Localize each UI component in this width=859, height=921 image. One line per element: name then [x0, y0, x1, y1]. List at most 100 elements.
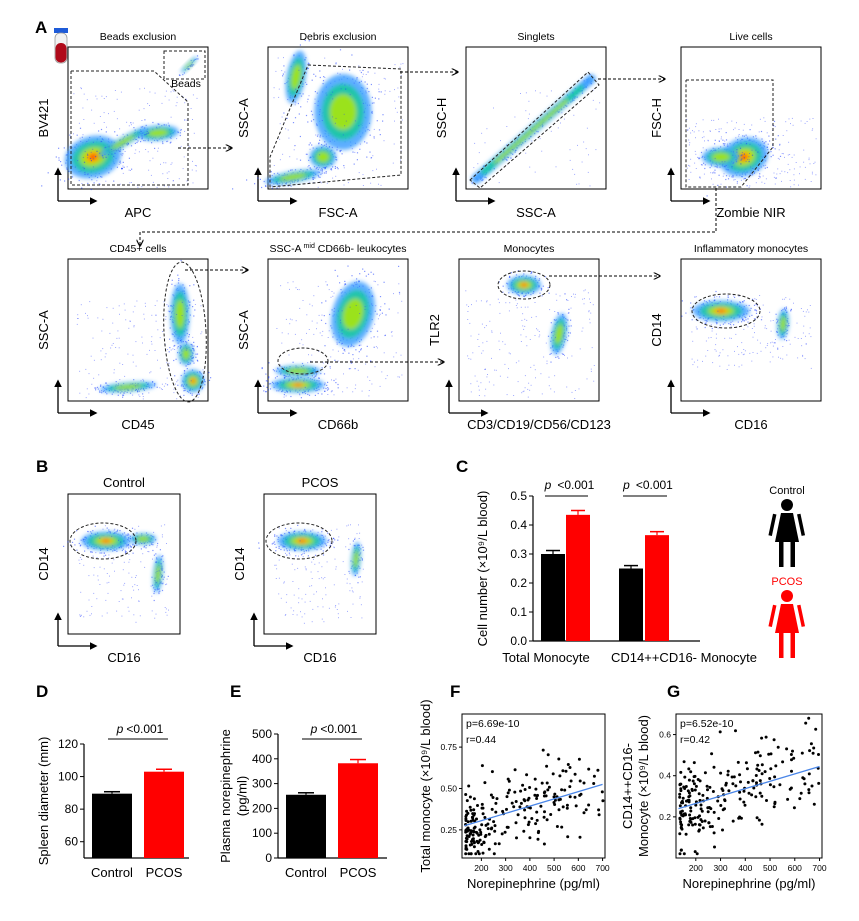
- flow-event: [192, 161, 193, 162]
- flow-event: [727, 146, 728, 147]
- flow-event: [749, 159, 750, 160]
- flow-event: [288, 130, 289, 131]
- flow-event: [484, 327, 485, 328]
- flow-event: [570, 149, 571, 150]
- flow-event: [750, 167, 751, 168]
- flow-event: [812, 172, 813, 173]
- beads-label: Beads: [171, 78, 201, 90]
- flow-event: [542, 295, 543, 296]
- flow-event: [491, 358, 492, 359]
- x-axis-label: CD16: [734, 417, 767, 432]
- flow-event: [149, 105, 150, 106]
- flow-event: [333, 333, 334, 334]
- flow-event: [200, 372, 201, 373]
- flow-event: [98, 388, 99, 389]
- flow-event: [87, 157, 88, 158]
- flow-event: [752, 155, 753, 156]
- flow-event: [724, 161, 725, 162]
- flow-event: [779, 149, 780, 150]
- flow-event: [363, 286, 364, 287]
- flow-event: [482, 342, 483, 343]
- flow-event: [172, 162, 173, 163]
- flow-event: [522, 325, 523, 326]
- flow-event: [177, 385, 178, 386]
- flow-event: [589, 310, 590, 311]
- flow-event: [193, 349, 194, 350]
- flow-event: [811, 181, 812, 182]
- flow-event: [342, 153, 343, 154]
- flow-event: [176, 381, 177, 382]
- flow-event: [359, 351, 360, 352]
- flow-event: [741, 154, 742, 155]
- flow-event: [690, 302, 691, 303]
- flow-event: [191, 108, 192, 109]
- flow-event: [197, 394, 198, 395]
- flow-event: [518, 381, 519, 382]
- flow-event: [173, 322, 174, 323]
- flow-event: [192, 361, 193, 362]
- flow-event: [144, 108, 145, 109]
- flow-event: [593, 304, 594, 305]
- flow-event: [373, 102, 374, 103]
- flow-event: [724, 145, 725, 146]
- flow-event: [568, 313, 569, 314]
- flow-event: [337, 167, 338, 168]
- flow-event: [183, 341, 184, 342]
- flow-event: [275, 377, 276, 378]
- flow-event: [577, 145, 578, 146]
- flow-event: [263, 386, 264, 387]
- flow-event: [164, 124, 165, 125]
- flow-event: [483, 350, 484, 351]
- flow-event: [167, 178, 168, 179]
- flow-event: [180, 132, 181, 133]
- flow-event: [197, 55, 198, 56]
- flow-event: [119, 379, 120, 380]
- flow-event: [285, 375, 286, 376]
- panel-letter-g: G: [667, 682, 680, 701]
- flow-event: [681, 316, 682, 317]
- flow-event: [721, 184, 722, 185]
- flow-event: [147, 103, 148, 104]
- x-axis-label: Zombie NIR: [716, 205, 785, 220]
- flow-event: [356, 278, 357, 279]
- flow-event: [171, 284, 172, 285]
- flow-event: [261, 187, 262, 188]
- flow-event: [294, 149, 295, 150]
- flow-event: [209, 380, 210, 381]
- flow-event: [492, 332, 493, 333]
- flow-event: [518, 361, 519, 362]
- flow-event: [91, 160, 92, 161]
- flow-event: [487, 374, 488, 375]
- flow-event: [343, 165, 344, 166]
- flow-event: [330, 366, 331, 367]
- flow-event: [95, 156, 96, 157]
- flow-event: [317, 323, 318, 324]
- flow-event: [312, 321, 313, 322]
- flow-event: [324, 77, 325, 78]
- flow-event: [318, 143, 319, 144]
- flow-event: [272, 188, 273, 189]
- flow-event: [156, 127, 157, 128]
- flow-event: [196, 170, 197, 171]
- flow-event: [309, 395, 310, 396]
- flow-event: [277, 187, 278, 188]
- flow-event: [312, 179, 313, 180]
- flow-event: [170, 133, 171, 134]
- flow-event: [315, 135, 316, 136]
- flow-event: [739, 134, 740, 135]
- flow-event: [114, 369, 115, 370]
- flow-event: [503, 286, 504, 287]
- flow-event: [329, 314, 330, 315]
- flow-event: [716, 166, 717, 167]
- flow-event: [167, 349, 168, 350]
- flow-event: [192, 119, 193, 120]
- flow-event: [87, 388, 88, 389]
- flow-event: [747, 318, 748, 319]
- flow-event: [704, 136, 705, 137]
- flow-event: [133, 326, 134, 327]
- flow-event: [125, 310, 126, 311]
- flow-event: [763, 117, 764, 118]
- flow-event: [99, 392, 100, 393]
- flow-event: [334, 293, 335, 294]
- flow-event: [348, 182, 349, 183]
